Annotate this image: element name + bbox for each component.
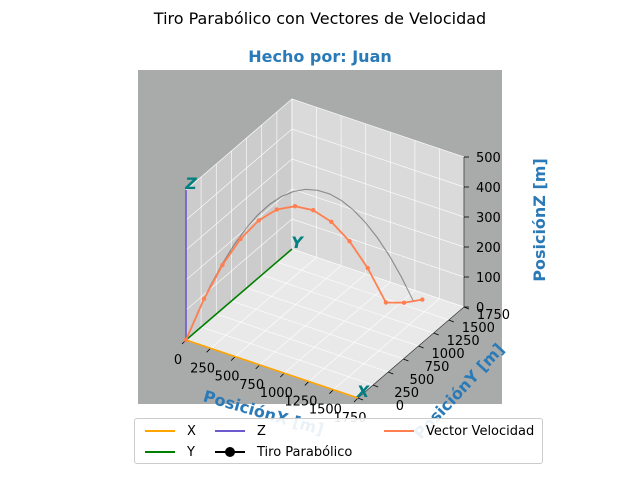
velocity-vector-point	[365, 265, 370, 271]
velocity-vector-point	[347, 239, 352, 244]
y-tick	[448, 319, 455, 323]
velocity-vector-point	[274, 207, 279, 212]
velocity-vector-point	[220, 262, 225, 268]
legend-item-trajectory: Tiro Parabólico	[215, 443, 352, 461]
gridline-z	[185, 158, 465, 251]
axis-marker-y-line	[185, 248, 293, 341]
figure-suptitle: Tiro Parabólico con Vectores de Velocida…	[153, 9, 486, 28]
legend-label-velocity: Vector Velocidad	[426, 423, 535, 439]
legend-swatch-velocity	[384, 422, 414, 440]
x-tick-label: 250	[190, 361, 215, 376]
plot-series	[183, 188, 425, 343]
velocity-vector-point	[311, 208, 316, 213]
z-tick-label: 0	[476, 301, 484, 316]
legend-label-trajectory: Tiro Parabólico	[257, 444, 353, 460]
axis-marker-z-label: Z	[184, 174, 197, 193]
axis-marker-y-label: Y	[291, 233, 304, 252]
legend-item-x: X	[145, 422, 196, 440]
y-tick-label: 1250	[447, 334, 480, 349]
z-tick-label: 300	[476, 211, 501, 226]
x-tick-label: 750	[239, 378, 264, 393]
z-tick-label: 400	[476, 181, 501, 196]
z-tick-label: 500	[476, 151, 501, 166]
velocity-vector-point	[383, 300, 389, 305]
velocity-vector-point	[256, 218, 261, 223]
x-tick	[304, 381, 310, 386]
axes-title: Hecho por: Juan	[248, 47, 392, 66]
y-tick-label: 1500	[462, 321, 495, 336]
3d-ticks: 0250500750100012501500175002505007501000…	[174, 151, 510, 426]
legend-swatch-x	[145, 422, 175, 440]
velocity-vector-point	[292, 204, 298, 209]
velocity-vector-point	[238, 236, 243, 242]
x-tick	[255, 364, 260, 370]
y-tick-label: 1000	[432, 347, 465, 362]
x-tick-label: 1500	[309, 403, 342, 418]
velocity-vector-point	[420, 297, 425, 302]
velocity-vector-point	[201, 296, 207, 301]
y-tick	[418, 345, 424, 349]
legend-label-y: Y	[187, 444, 195, 460]
y-tick	[403, 358, 409, 362]
legend-label-x: X	[187, 423, 196, 439]
y-tick-label: 750	[425, 360, 450, 375]
legend-swatch-z	[215, 422, 245, 440]
x-tick-label: 1250	[284, 394, 317, 409]
x-tick	[230, 356, 236, 361]
x-tick-label: 0	[174, 353, 182, 368]
y-tick-label: 1750	[477, 308, 510, 323]
axis-marker-x-line	[185, 339, 359, 399]
z-tick-label: 100	[476, 271, 501, 286]
legend-swatch-y	[145, 443, 175, 461]
axis-markers: X Y Z	[184, 174, 370, 401]
x-tick-label: 1000	[260, 386, 293, 401]
y-tick	[433, 332, 439, 336]
legend-item-z: Z	[215, 422, 266, 440]
gridline-z	[185, 128, 465, 221]
velocity-vector-point	[401, 300, 407, 305]
gridline-z	[185, 218, 465, 311]
velocity-vector-line	[185, 205, 423, 341]
z-axis-label: PosiciónZ [m]	[530, 158, 549, 282]
velocity-vector-point	[329, 219, 334, 224]
legend: X Z Vector Velocidad Y Tiro Parabólico	[134, 418, 543, 464]
y-tick-label: 0	[396, 399, 404, 414]
x-tick	[329, 389, 334, 394]
x-tick	[353, 397, 359, 403]
axis-marker-x-label: X	[356, 382, 370, 401]
gridline-z	[185, 188, 465, 281]
y-tick-label: 250	[394, 386, 419, 401]
velocity-vector-point	[183, 337, 189, 343]
x-tick	[206, 348, 211, 353]
y-tick-label: 500	[409, 373, 434, 388]
y-tick	[388, 371, 394, 375]
y-tick	[372, 384, 379, 388]
y-tick	[357, 397, 364, 401]
gridline-z	[185, 98, 465, 191]
x-tick	[280, 372, 285, 378]
x-tick-label: 500	[215, 370, 240, 385]
legend-swatch-trajectory	[215, 443, 245, 461]
z-tick-label: 200	[476, 241, 501, 256]
legend-label-z: Z	[257, 423, 266, 439]
legend-item-y: Y	[145, 443, 195, 461]
legend-item-velocity: Vector Velocidad	[384, 422, 534, 440]
y-axis-line	[357, 306, 465, 399]
